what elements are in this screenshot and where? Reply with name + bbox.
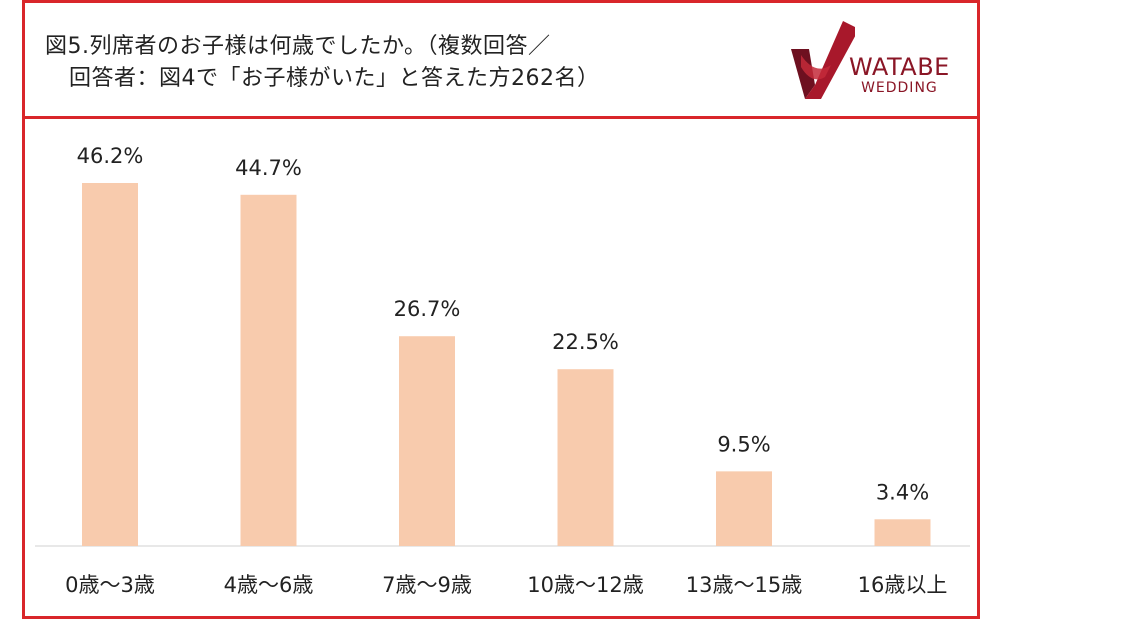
- watabe-wedding-logo: WATABE WEDDING: [785, 15, 975, 105]
- data-label-4: 9.5%: [717, 432, 770, 456]
- logo-brand: WATABE: [849, 53, 950, 81]
- bar-4: [716, 471, 772, 546]
- data-label-2: 26.7%: [394, 297, 461, 321]
- chart-title: 図5.列席者のお子様は何歳でしたか。（複数回答／ 回答者：図4で「お子様がいた」…: [45, 31, 600, 95]
- category-label-5: 16歳以上: [858, 573, 948, 597]
- bar-0: [82, 183, 138, 546]
- chart-frame: 図5.列席者のお子様は何歳でしたか。（複数回答／ 回答者：図4で「お子様がいた」…: [22, 0, 980, 619]
- ribbon-check-icon: [791, 21, 855, 99]
- chart-title-line1: 図5.列席者のお子様は何歳でしたか。（複数回答／: [45, 34, 551, 59]
- chart-title-line2: 回答者：図4で「お子様がいた」と答えた方262名）: [69, 66, 600, 91]
- category-label-3: 10歳～12歳: [527, 573, 643, 597]
- chart-header: 図5.列席者のお子様は何歳でしたか。（複数回答／ 回答者：図4で「お子様がいた」…: [25, 3, 977, 119]
- data-label-3: 22.5%: [552, 330, 619, 354]
- logo-text: WATABE WEDDING: [849, 55, 950, 95]
- category-label-1: 4歳～6歳: [224, 573, 314, 597]
- bar-chart: 46.2% 0歳～3歳 44.7% 4歳～6歳 26.7% 7歳～9歳 22.5% 10歳～1…: [35, 144, 970, 597]
- logo-sub: WEDDING: [861, 80, 938, 96]
- category-label-0: 0歳～3歳: [65, 573, 155, 597]
- bar-1: [240, 194, 297, 546]
- bar-2: [399, 336, 455, 546]
- bar-5: [874, 519, 931, 546]
- bar-3: [557, 369, 614, 546]
- data-label-5: 3.4%: [876, 480, 929, 504]
- data-label-0: 46.2%: [77, 144, 144, 168]
- category-label-2: 7歳～9歳: [382, 573, 472, 597]
- data-label-1: 44.7%: [235, 156, 302, 180]
- category-label-4: 13歳～15歳: [686, 573, 802, 597]
